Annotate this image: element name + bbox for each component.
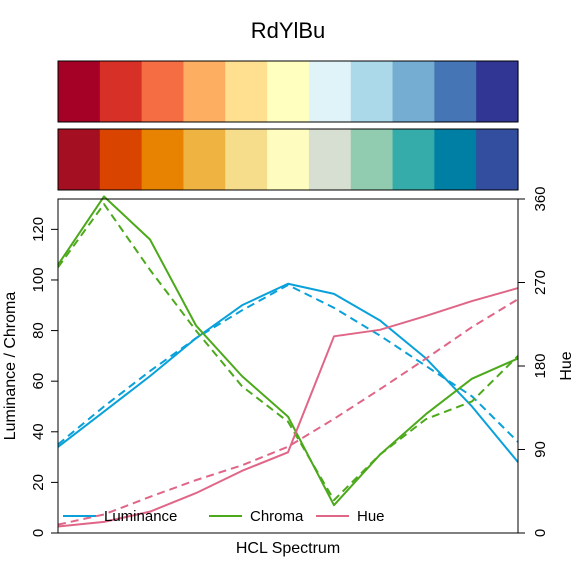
y-tick-label: 120 (30, 217, 47, 242)
palette-bottom-swatch-8 (350, 129, 394, 190)
chroma-solid-line (57, 195, 519, 507)
palette-top-swatch-1 (58, 61, 101, 122)
legend-label-chroma: Chroma (250, 508, 304, 525)
hue-dashed-line (57, 298, 519, 526)
palette-top-swatch-2 (99, 61, 143, 122)
palette-bottom-frame (57, 128, 519, 191)
axes-layer: 0 20 40 60 80 100 120 0 90 180 270 360 (30, 186, 549, 537)
legend-label-luminance: Luminance (104, 508, 177, 525)
luminance-solid-line (57, 282, 519, 463)
plot-frame (57, 198, 519, 534)
palette-top-swatch-8 (350, 61, 394, 122)
palette-bottom-swatch-4 (183, 129, 226, 190)
y-tick-label: 60 (30, 373, 47, 390)
palette-bottom-swatch-10 (434, 129, 477, 190)
luminance-dashed-line (57, 284, 519, 446)
series-layer (57, 195, 519, 528)
palette-bottom-swatch-2 (99, 129, 143, 190)
palette-top-frame (57, 60, 519, 123)
palette-strip-top (57, 60, 519, 123)
y-axis-label: Luminance / Chroma (2, 292, 19, 441)
y2-tick-label: 360 (532, 186, 549, 211)
y2-tick-label: 0 (532, 529, 549, 537)
palette-top-swatch-5 (225, 61, 268, 122)
y-tick-label: 100 (30, 267, 47, 292)
palette-bottom-swatch-11 (476, 129, 519, 190)
y2-tick-label: 270 (532, 270, 549, 295)
palette-top-swatch-6 (267, 61, 310, 122)
palette-top-swatch-11 (476, 61, 519, 122)
legend-label-hue: Hue (357, 508, 385, 525)
palette-bottom-swatch-1 (58, 129, 101, 190)
palette-top-swatch-9 (392, 61, 435, 122)
y-tick-label: 40 (30, 423, 47, 440)
palette-bottom-swatch-7 (308, 129, 352, 190)
y2-tick-label: 90 (532, 441, 549, 458)
palette-bottom-swatch-9 (392, 129, 435, 190)
y2-axis-label: Hue (558, 351, 575, 380)
palette-top-swatch-4 (183, 61, 226, 122)
y-tick-label: 20 (30, 474, 47, 491)
x-axis-label: HCL Spectrum (236, 540, 340, 557)
palette-bottom-swatch-6 (267, 129, 310, 190)
palette-bottom-swatch-3 (141, 129, 185, 190)
chart-title: RdYlBu (251, 18, 326, 43)
legend: Luminance Chroma Hue (63, 508, 385, 525)
palette-bottom-swatch-5 (225, 129, 268, 190)
palette-top-swatch-3 (141, 61, 185, 122)
y-tick-label: 0 (30, 529, 47, 537)
hue-solid-line (57, 287, 519, 528)
y-tick-label: 80 (30, 322, 47, 339)
palette-strip-bottom (57, 128, 519, 191)
chroma-dashed-line (57, 203, 519, 502)
y2-tick-label: 180 (532, 353, 549, 378)
palette-top-swatch-10 (434, 61, 477, 122)
palette-top-swatch-7 (308, 61, 352, 122)
